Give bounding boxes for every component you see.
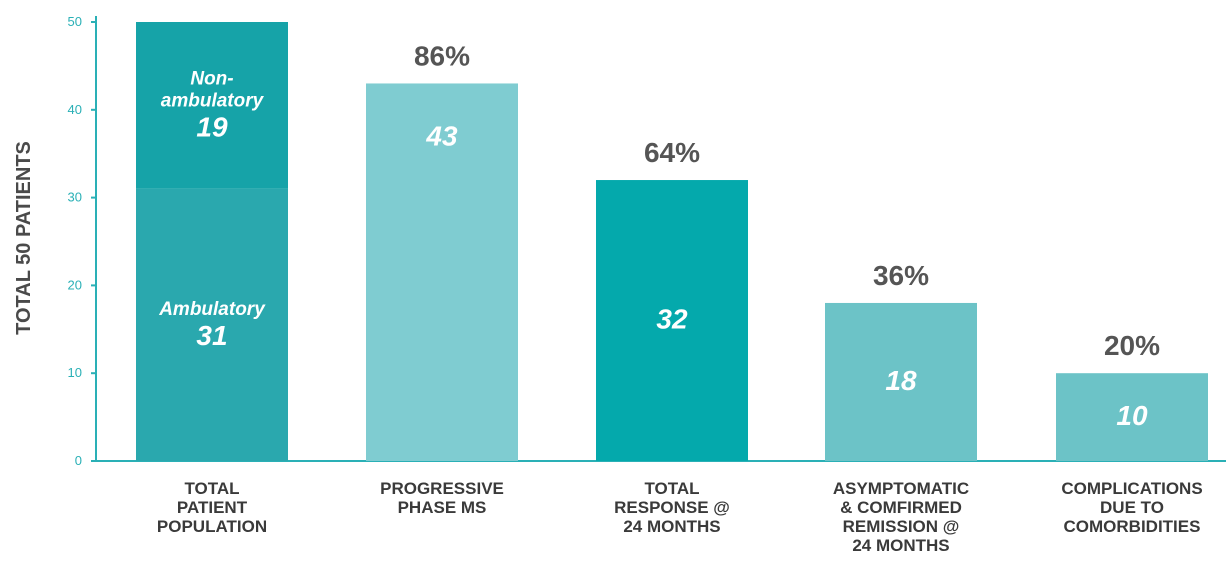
y-tick-label: 20 — [68, 277, 82, 292]
y-tick-label: 50 — [68, 14, 82, 29]
bar — [825, 302, 977, 461]
category-label: POPULATION — [157, 517, 267, 536]
category-label: 24 MONTHS — [623, 517, 720, 536]
category-label: COMPLICATIONS — [1061, 479, 1202, 498]
stack-segment-name: Non- — [190, 68, 233, 89]
category-label: PHASE MS — [398, 498, 487, 517]
category-label: & COMFIRMED — [840, 498, 962, 517]
category-label: 24 MONTHS — [852, 536, 949, 555]
bar — [366, 83, 518, 462]
percent-label: 64% — [644, 137, 700, 168]
percent-label: 86% — [414, 40, 470, 71]
category-label: COMORBIDITIES — [1064, 517, 1201, 536]
percent-label: 20% — [1104, 330, 1160, 361]
bar-value-label: 18 — [885, 365, 917, 396]
bar-value-label: 32 — [656, 304, 688, 335]
bar — [1056, 373, 1208, 461]
stack-segment-value: 31 — [196, 320, 227, 351]
y-tick-label: 10 — [68, 365, 82, 380]
y-tick-label: 30 — [68, 190, 82, 205]
category-label: ASYMPTOMATIC — [833, 479, 969, 498]
bar-value-label: 10 — [1116, 400, 1148, 431]
bar-value-label: 43 — [425, 120, 458, 151]
percent-label: 36% — [873, 260, 929, 291]
category-label: PATIENT — [177, 498, 248, 517]
y-axis-label: TOTAL 50 PATIENTS — [13, 141, 35, 335]
category-label: RESPONSE @ — [614, 498, 730, 517]
y-tick-label: 0 — [75, 453, 82, 468]
bar — [596, 180, 748, 462]
bar-segment-ambulatory — [136, 188, 288, 461]
category-label: DUE TO — [1100, 498, 1164, 517]
stack-segment-name: ambulatory — [161, 90, 265, 111]
stack-segment-name: Ambulatory — [158, 299, 266, 320]
category-label: PROGRESSIVE — [380, 479, 504, 498]
category-label: TOTAL — [644, 479, 699, 498]
bar-segment-non-ambulatory — [136, 22, 288, 189]
category-label: TOTAL — [184, 479, 239, 498]
category-label: REMISSION @ — [843, 517, 960, 536]
y-tick-label: 40 — [68, 102, 82, 117]
stack-segment-value: 19 — [196, 111, 228, 142]
